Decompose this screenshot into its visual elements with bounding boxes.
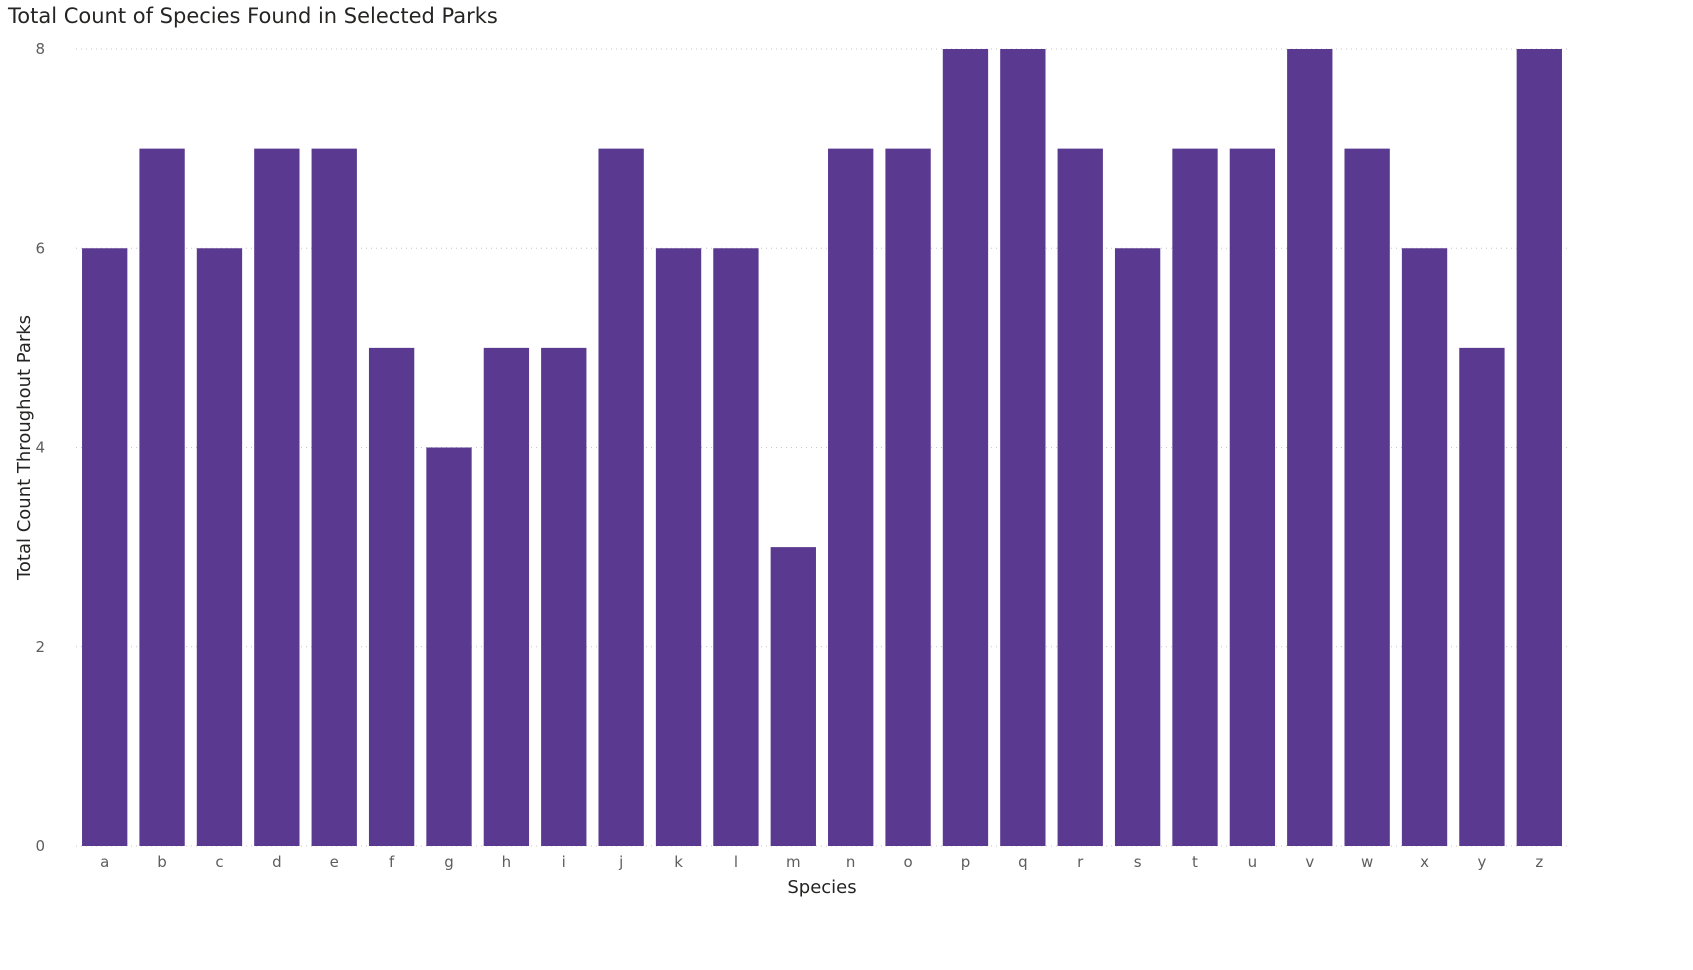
bar-p[interactable]	[942, 49, 989, 846]
y-tick-label: 8	[35, 40, 45, 58]
bar-y[interactable]	[1459, 347, 1505, 846]
x-axis-title: Species	[787, 877, 856, 898]
x-tick-label-f: f	[389, 853, 395, 871]
bar-q[interactable]	[1000, 49, 1046, 846]
x-tick-label-x: x	[1420, 853, 1429, 871]
bar-n[interactable]	[828, 148, 874, 846]
bar-g[interactable]	[426, 447, 472, 847]
bar-t[interactable]	[1172, 148, 1218, 846]
bar-o[interactable]	[885, 148, 931, 846]
bar-v[interactable]	[1287, 49, 1333, 846]
x-tick-label-y: y	[1477, 853, 1486, 871]
x-tick-label-d: d	[272, 853, 282, 871]
bar-a[interactable]	[82, 248, 128, 846]
bar-x[interactable]	[1401, 248, 1448, 846]
x-tick-label-g: g	[444, 853, 454, 871]
x-tick-label-t: t	[1192, 853, 1198, 871]
bar-c[interactable]	[196, 248, 243, 846]
bar-f[interactable]	[368, 347, 415, 846]
y-tick-label: 4	[35, 439, 45, 457]
x-tick-label-k: k	[674, 853, 683, 871]
x-tick-label-q: q	[1018, 853, 1028, 871]
bar-b[interactable]	[139, 148, 185, 846]
bar-s[interactable]	[1114, 248, 1161, 846]
y-tick-label: 6	[35, 239, 45, 257]
bar-i[interactable]	[541, 347, 587, 846]
x-tick-label-w: w	[1361, 853, 1373, 871]
x-tick-label-h: h	[502, 853, 512, 871]
x-tick-label-r: r	[1077, 853, 1084, 871]
y-axis-ticks: 0 2 4 6 8	[35, 40, 45, 855]
bar-e[interactable]	[311, 148, 357, 846]
x-tick-label-e: e	[330, 853, 339, 871]
x-tick-label-n: n	[846, 853, 856, 871]
bar-m[interactable]	[770, 547, 816, 846]
x-tick-label-z: z	[1535, 853, 1543, 871]
bar-d[interactable]	[254, 148, 300, 846]
x-tick-label-c: c	[215, 853, 223, 871]
bars	[82, 49, 1562, 846]
x-tick-label-u: u	[1248, 853, 1258, 871]
x-tick-label-s: s	[1134, 853, 1142, 871]
x-tick-label-v: v	[1305, 853, 1314, 871]
x-tick-label-i: i	[562, 853, 566, 871]
y-tick-label: 2	[35, 638, 45, 656]
x-tick-label-a: a	[100, 853, 109, 871]
y-tick-label: 0	[35, 837, 45, 855]
bar-l[interactable]	[713, 248, 759, 846]
chart-title: Total Count of Species Found in Selected…	[8, 4, 498, 28]
bar-w[interactable]	[1344, 148, 1390, 846]
x-tick-label-l: l	[734, 853, 738, 871]
x-tick-label-j: j	[618, 853, 623, 871]
x-tick-label-p: p	[961, 853, 971, 871]
bar-u[interactable]	[1229, 148, 1276, 846]
y-axis-title: Total Count Throughout Parks	[14, 315, 35, 581]
bar-k[interactable]	[655, 248, 702, 846]
bar-h[interactable]	[483, 347, 530, 846]
x-tick-label-o: o	[903, 853, 912, 871]
bar-z[interactable]	[1516, 49, 1562, 846]
x-tick-label-m: m	[786, 853, 801, 871]
bar-j[interactable]	[598, 148, 644, 846]
gridlines	[76, 48, 1568, 847]
bar-r[interactable]	[1057, 148, 1103, 846]
x-axis-ticks: a b c d e f g h i j k l m n o p q r s t u v w x y z	[100, 853, 1543, 871]
x-tick-label-b: b	[157, 853, 167, 871]
